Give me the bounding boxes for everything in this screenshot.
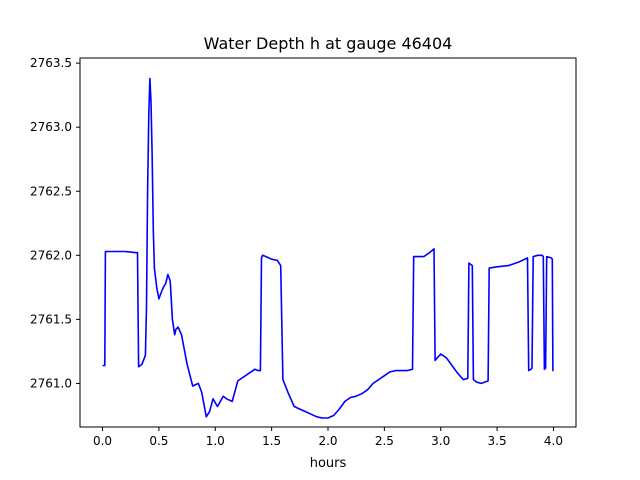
y-axis: 2761.0 2761.5 2762.0 2762.5 2763.0 2763.5 bbox=[30, 56, 80, 390]
y-tick-label: 2762.0 bbox=[30, 248, 72, 262]
x-tick-label: 2.5 bbox=[375, 434, 394, 448]
y-tick-label: 2762.5 bbox=[30, 184, 72, 198]
x-tick-label: 3.5 bbox=[488, 434, 507, 448]
y-tick-label: 2763.5 bbox=[30, 56, 72, 70]
x-tick-label: 1.5 bbox=[262, 434, 281, 448]
y-tick-label: 2763.0 bbox=[30, 120, 72, 134]
plot-frame bbox=[79, 57, 577, 428]
chart-title: Water Depth h at gauge 46404 bbox=[204, 34, 453, 53]
x-tick-label: 0.5 bbox=[149, 434, 168, 448]
x-tick-label: 3.0 bbox=[431, 434, 450, 448]
x-tick-label: 1.0 bbox=[206, 434, 225, 448]
series-line-0 bbox=[102, 77, 554, 419]
x-tick-label: 2.0 bbox=[318, 434, 337, 448]
x-axis-label: hours bbox=[310, 456, 347, 471]
y-tick-label: 2761.5 bbox=[30, 312, 72, 326]
data-series-line bbox=[102, 77, 554, 419]
y-tick-label: 2761.0 bbox=[30, 376, 72, 390]
x-axis: 0.0 0.5 1.0 1.5 2.0 2.5 3.0 3.5 4.0 bbox=[93, 427, 563, 448]
x-tick-label: 0.0 bbox=[93, 434, 112, 448]
x-tick-label: 4.0 bbox=[544, 434, 563, 448]
